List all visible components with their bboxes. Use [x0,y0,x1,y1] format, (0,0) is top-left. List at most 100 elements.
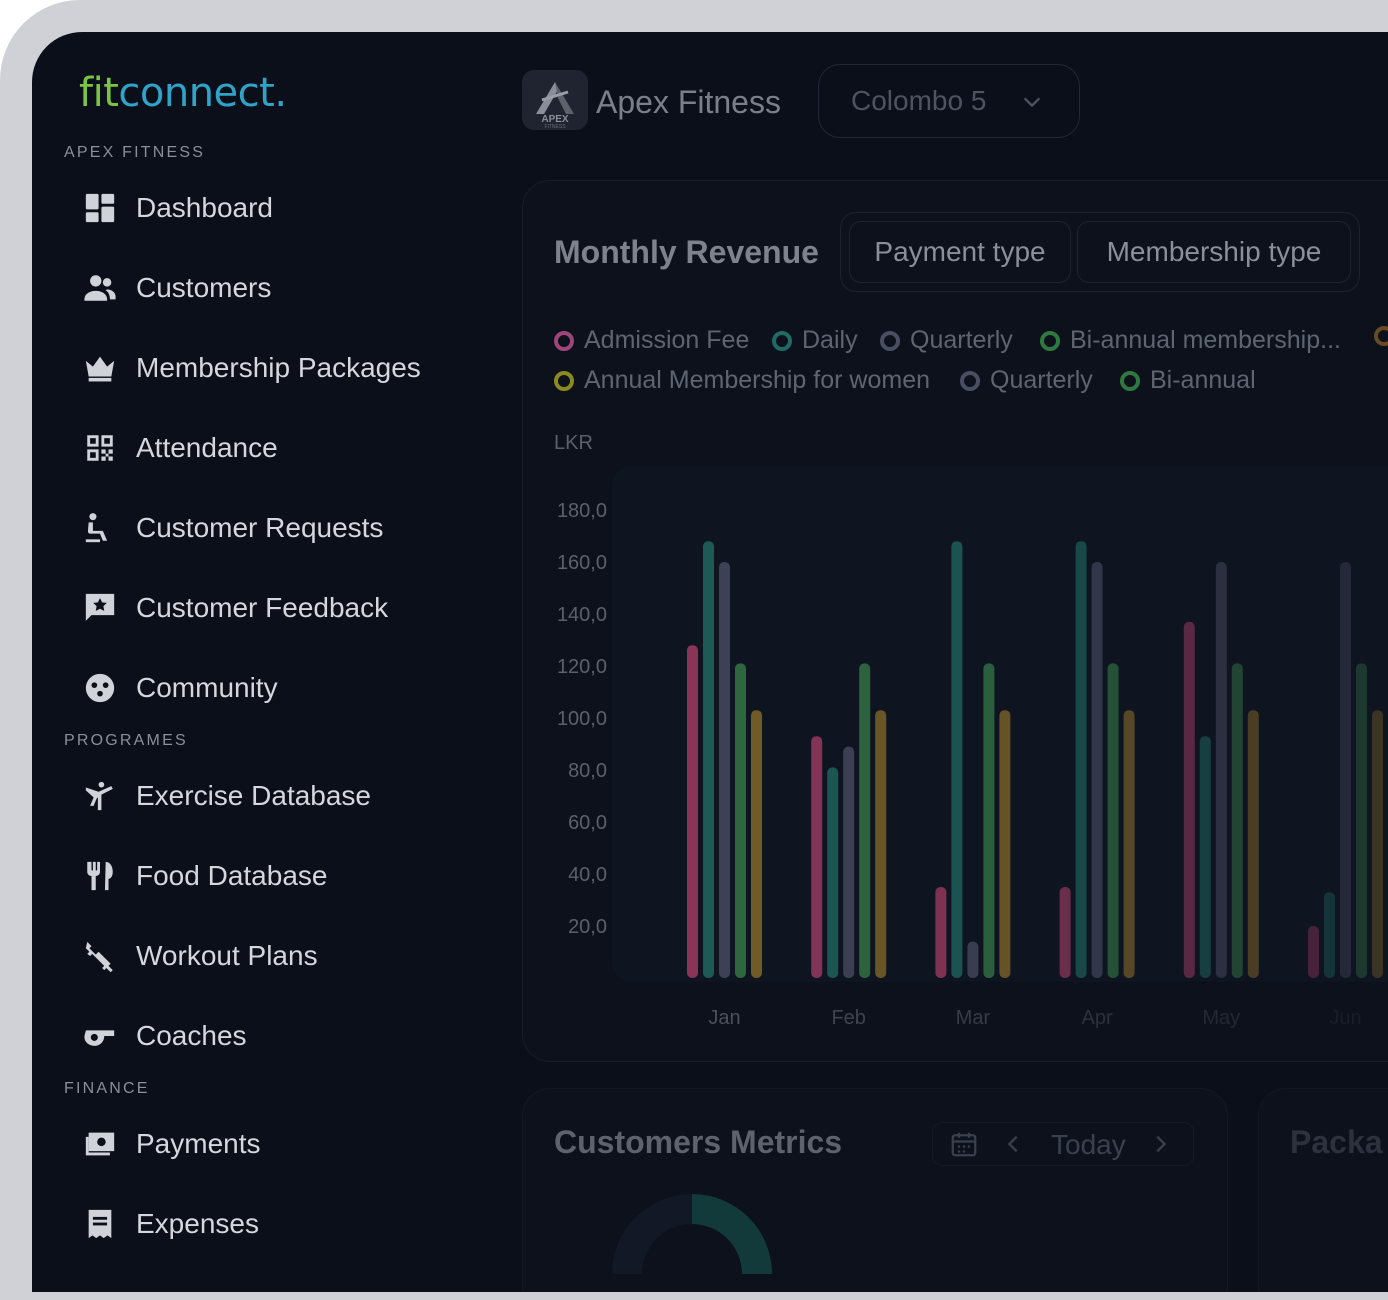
calendar-icon[interactable] [949,1129,979,1159]
sidebar-item-community[interactable]: Community [80,663,278,713]
bar[interactable] [1075,541,1087,978]
bar[interactable] [859,663,871,978]
bar[interactable] [1107,663,1119,978]
chevron-down-icon [1023,97,1041,108]
bar[interactable] [1372,710,1383,978]
sidebar-item-food-database[interactable]: Food Database [80,851,327,901]
sidebar-item-customer-requests[interactable]: Customer Requests [80,503,383,553]
dashboard-icon [80,188,120,228]
legend-item[interactable]: Quarterly [960,366,1093,395]
logo-connect: connect. [118,70,287,116]
logo-fit: fit [79,70,119,116]
sidebar-item-coaches[interactable]: Coaches [80,1011,247,1061]
sidebar-item-label: Attendance [136,432,278,463]
tab-payment-type[interactable]: Payment type [849,221,1071,283]
y-tick-label: 180,0 [557,500,607,522]
bar[interactable] [967,941,979,978]
legend-swatch [1120,370,1140,391]
sidebar-item-exercise-database[interactable]: Exercise Database [80,771,371,821]
bar[interactable] [1231,663,1243,978]
tab-membership-type[interactable]: Membership type [1077,221,1351,283]
legend-item[interactable]: Daily [772,326,858,355]
legend-swatch [880,330,900,351]
chevron-right-icon[interactable] [1149,1133,1171,1155]
sidebar-item-label: Dashboard [136,192,273,223]
x-tick-label: Jun [1329,1007,1361,1029]
legend-item-overflow [1374,326,1388,346]
bar[interactable] [1091,562,1103,978]
bar[interactable] [935,887,947,978]
x-tick-label: May [1202,1007,1240,1029]
sidebar-item-label: Membership Packages [136,352,421,383]
feedback-star-icon [80,588,120,628]
cutlery-icon [80,856,120,896]
whistle-icon [80,1016,120,1056]
bar[interactable] [1308,926,1319,978]
branch-select[interactable]: Colombo 5 [818,64,1080,138]
bar[interactable] [751,710,762,978]
legend-item[interactable]: Quarterly [880,326,1013,355]
y-tick-label: 100,0 [557,708,607,730]
legend-item[interactable]: Annual Membership for women [554,366,930,395]
y-tick-label: 140,0 [557,604,607,626]
legend-swatch [1040,330,1060,351]
sidebar-item-membership-packages[interactable]: Membership Packages [80,343,421,393]
bar[interactable] [1059,887,1071,978]
sidebar-item-customer-feedback[interactable]: Customer Feedback [80,583,388,633]
legend-label: Quarterly [910,326,1013,354]
people-icon [80,268,120,308]
exercise-icon [80,776,120,816]
community-icon [80,668,120,708]
date-navigator: Today [932,1122,1194,1166]
seat-person-icon [80,508,120,548]
sidebar-item-label: Customer Requests [136,512,384,543]
bar[interactable] [1123,710,1135,978]
y-tick-label: 40,0 [568,864,607,886]
sidebar-item-label: Workout Plans [136,940,318,971]
bar[interactable] [1199,736,1211,978]
sidebar-item-payments[interactable]: Payments [80,1119,261,1169]
bar[interactable] [827,767,839,978]
chevron-left-icon[interactable] [1003,1133,1025,1155]
bar[interactable] [719,562,730,978]
bar[interactable] [875,710,887,978]
sidebar-item-label: Food Database [136,860,328,891]
sidebar-item-workout-plans[interactable]: Workout Plans [80,931,318,981]
y-tick-label: 160,0 [557,552,607,574]
sidebar-item-label: Exercise Database [136,780,372,811]
crown-icon [80,348,120,388]
branch-select-value: Colombo 5 [851,85,987,116]
legend-item[interactable]: Bi-annual membership... [1040,326,1341,355]
bar[interactable] [1183,621,1195,978]
bar[interactable] [687,645,698,978]
sidebar-item-attendance[interactable]: Attendance [80,423,278,473]
x-tick-label: Feb [831,1007,865,1029]
bar[interactable] [1356,663,1367,978]
bar[interactable] [1215,562,1227,978]
legend-item[interactable]: Admission Fee [554,326,749,355]
bar[interactable] [703,541,714,978]
dumbbell-icon [80,936,120,976]
legend-label: Admission Fee [584,326,750,354]
y-tick-label: 20,0 [568,916,607,938]
sidebar-item-dashboard[interactable]: Dashboard [80,183,273,233]
bar[interactable] [1324,892,1335,978]
revenue-tab-group: Payment type Membership type [840,212,1360,292]
bar[interactable] [1340,562,1351,978]
legend-swatch [772,330,792,351]
sidebar-item-customers[interactable]: Customers [80,263,271,313]
legend-item[interactable]: Bi-annual [1120,366,1256,395]
bar[interactable] [811,736,823,978]
sidebar-item-label: Customers [136,272,272,303]
bar[interactable] [1247,710,1259,978]
x-tick-label: Apr [1082,1007,1113,1029]
x-tick-label: Mar [956,1007,991,1029]
bar[interactable] [843,746,855,978]
bar[interactable] [735,663,746,978]
bar[interactable] [999,710,1011,978]
x-tick-label: Jan [708,1007,740,1029]
bar[interactable] [951,541,963,978]
bar[interactable] [983,663,995,978]
packages-title: Packa [1290,1124,1383,1160]
app-logo[interactable]: fitconnect. [79,70,287,116]
